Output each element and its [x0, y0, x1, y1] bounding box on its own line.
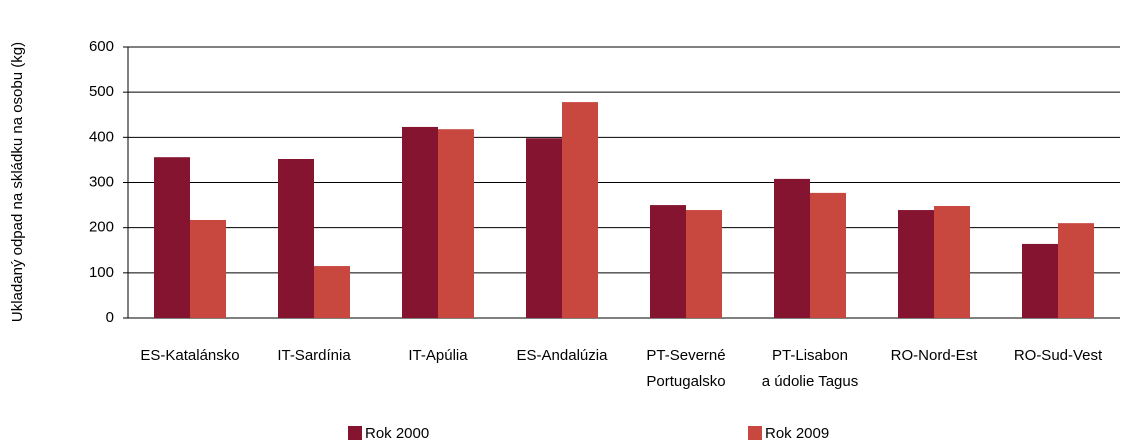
legend-swatch — [748, 426, 762, 440]
y-tick-label: 500 — [89, 83, 114, 100]
bar — [774, 178, 810, 318]
bar — [1058, 223, 1094, 318]
x-tick-label-line: RO-Nord-Est — [891, 347, 979, 364]
bar — [1022, 243, 1058, 318]
bar — [314, 266, 350, 318]
bar — [686, 210, 722, 318]
x-tick-label: PT-Lisabon a údolie Tagus — [762, 347, 858, 390]
bar — [562, 102, 598, 318]
x-tick-label: RO-Nord-Est — [891, 347, 979, 364]
x-tick-label-line: a údolie Tagus — [762, 373, 858, 390]
legend-label: Rok 2000 — [365, 425, 429, 442]
bar — [526, 138, 562, 318]
bar — [402, 126, 438, 318]
x-tick-label-line: IT-Apúlia — [408, 347, 468, 364]
x-tick-label-line: PT-Severné — [646, 347, 725, 364]
y-tick-label: 100 — [89, 264, 114, 281]
x-tick-label: IT-Apúlia — [408, 347, 468, 364]
bar — [438, 129, 474, 318]
y-axis-label: Ukladaný odpad na skládku na osobu (kg) — [9, 42, 26, 322]
x-tick-label-line: ES-Katalánsko — [140, 347, 239, 364]
x-tick-label-line: RO-Sud-Vest — [1014, 347, 1103, 364]
bar — [810, 192, 846, 318]
x-tick-label-line: ES-Andalúzia — [517, 347, 609, 364]
x-tick-label: ES-Katalánsko — [140, 347, 239, 364]
x-tick-label: IT-Sardínia — [277, 347, 351, 364]
y-tick-label: 300 — [89, 173, 114, 190]
x-tick-label: ES-Andalúzia — [517, 347, 609, 364]
legend-swatch — [348, 426, 362, 440]
bar — [154, 157, 190, 318]
x-tick-label-line: PT-Lisabon — [772, 347, 848, 364]
bar — [650, 205, 686, 318]
x-tick-label: PT-Severné Portugalsko — [646, 347, 725, 390]
bar — [278, 159, 314, 318]
y-tick-label: 600 — [89, 38, 114, 55]
y-tick-label: 200 — [89, 219, 114, 236]
bar — [190, 219, 226, 318]
x-tick-label-line: IT-Sardínia — [277, 347, 351, 364]
bar — [934, 205, 970, 318]
x-tick-label: RO-Sud-Vest — [1014, 347, 1103, 364]
y-tick-label: 400 — [89, 128, 114, 145]
bar — [898, 210, 934, 318]
legend-label: Rok 2009 — [765, 425, 829, 442]
y-tick-label: 0 — [106, 309, 114, 326]
x-tick-label-line: Portugalsko — [646, 373, 725, 390]
